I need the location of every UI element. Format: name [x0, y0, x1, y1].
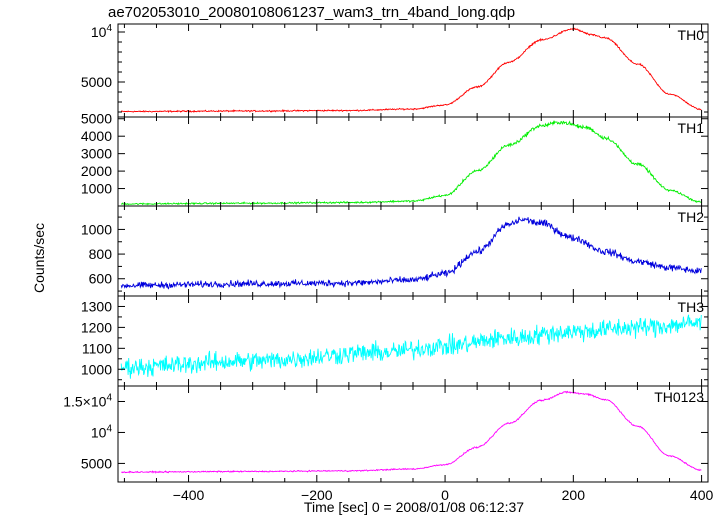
series-line-th3 [120, 314, 702, 379]
tick-layer [118, 24, 708, 482]
series-line-th0123 [121, 390, 702, 474]
y-tick-label-th2: 600 [89, 271, 113, 287]
y-tick-label-th2: 1000 [81, 221, 112, 237]
y-tick-label-th3: 1100 [82, 340, 112, 356]
y-tick-label-th3: 1200 [81, 319, 112, 335]
panel-frame-th0 [117, 23, 709, 118]
series-line-th1 [120, 120, 702, 206]
series-line-th0 [120, 27, 702, 114]
y-tick-exponent-th0123: 4 [106, 423, 112, 434]
panel-label-th0123: TH0123 [654, 389, 704, 405]
panel-frame-th1 [117, 116, 709, 207]
frame-layer [117, 23, 709, 483]
x-tick-label: 400 [690, 487, 714, 503]
y-tick-label-th2: 800 [89, 246, 113, 262]
panel-label-th2: TH2 [678, 209, 705, 225]
y-tick-label-th1: 1000 [81, 181, 112, 197]
y-tick-label-th1: 2000 [81, 163, 112, 179]
y-tick-label-th3: 1000 [81, 361, 112, 377]
y-tick-exponent-th0123: 4 [106, 392, 112, 403]
y-tick-exponent-th0: 4 [106, 23, 112, 34]
panel-frame-th0123 [117, 385, 709, 483]
y-tick-label-th0123: 104 [91, 423, 113, 440]
y-tick-label-th1: 5000 [81, 111, 112, 127]
series-layer [120, 27, 702, 474]
panel-label-th0: TH0 [678, 27, 705, 43]
y-tick-label-th0123: 1.5×104 [63, 392, 112, 409]
x-tick-label: −200 [301, 487, 333, 503]
label-layer: TH05000104TH110002000300040005000TH26008… [63, 23, 713, 503]
panel-frame-th2 [117, 205, 709, 297]
y-tick-label-th0: 104 [91, 23, 113, 40]
panel-label-th3: TH3 [678, 299, 705, 315]
series-line-th2 [120, 216, 702, 290]
chart-title: ae702053010_20080108061237_wam3_trn_4ban… [108, 4, 516, 21]
x-axis-label: Time [sec] 0 = 2008/01/08 06:12:37 [304, 499, 524, 515]
y-tick-label-th0123: 5000 [81, 455, 112, 471]
y-tick-label-th3: 1300 [81, 298, 112, 314]
panel-label-th1: TH1 [678, 120, 705, 136]
y-tick-label-th0: 5000 [81, 74, 112, 90]
y-tick-label-th1: 4000 [81, 128, 112, 144]
y-tick-label-th1: 3000 [81, 146, 112, 162]
x-tick-label: −400 [173, 487, 205, 503]
panel-frame-th3 [117, 295, 709, 387]
y-axis-label: Counts/sec [31, 223, 47, 293]
x-tick-label: 0 [441, 487, 449, 503]
x-tick-label: 200 [562, 487, 586, 503]
